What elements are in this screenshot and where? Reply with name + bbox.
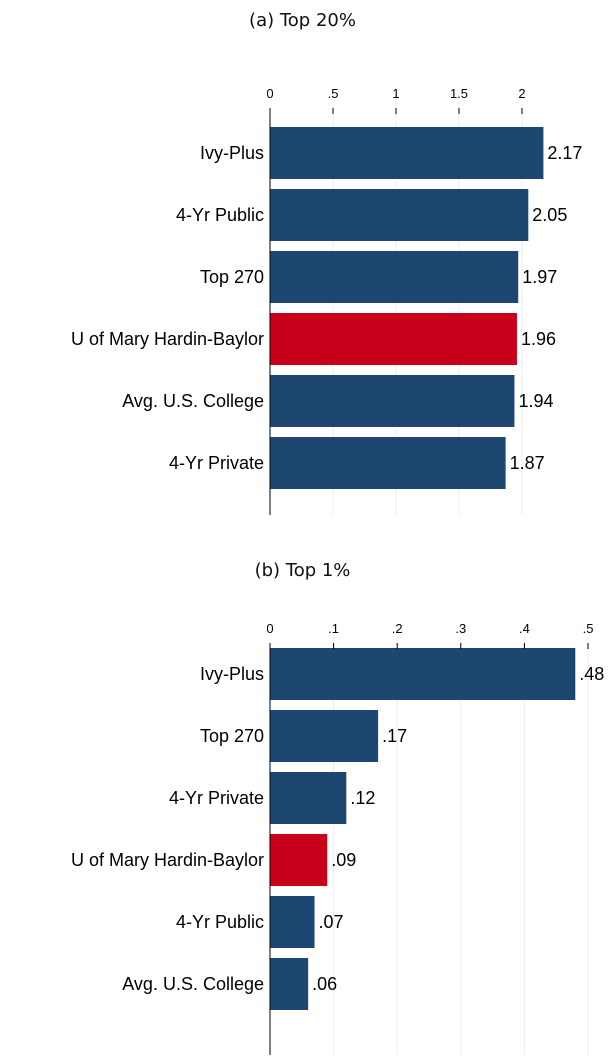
value-label: 1.96 [521, 329, 556, 349]
x-tick-label: 0 [266, 621, 273, 636]
bar-chart-top-20: 0 .5 1 1.5 2 Ivy-Plus 4-Yr Public Top 270 U of M… [71, 86, 583, 515]
bar-avg-u-s-college [270, 958, 309, 1010]
bar-4-yr-public [270, 896, 315, 948]
value-label: .17 [382, 726, 407, 746]
value-label: .07 [319, 912, 344, 932]
x-tick-label: 1.5 [450, 86, 468, 101]
x-tick-label: 1 [392, 86, 399, 101]
value-labels: .48 .17 .12 .09 .07 .06 [312, 664, 604, 994]
value-label: .09 [331, 850, 356, 870]
x-tick-label: 0 [266, 86, 273, 101]
value-label: 2.17 [547, 143, 582, 163]
value-labels: 2.17 2.05 1.97 1.96 1.94 1.87 [510, 143, 583, 473]
value-label: 2.05 [532, 205, 567, 225]
category-label: U of Mary Hardin-Baylor [71, 329, 264, 349]
bar-u-of-mary-hardin-baylor [270, 313, 517, 365]
bar-u-of-mary-hardin-baylor [270, 834, 328, 886]
value-label: 1.97 [522, 267, 557, 287]
value-label: 1.94 [518, 391, 553, 411]
value-label: .48 [579, 664, 604, 684]
bar-ivy-plus [270, 648, 576, 700]
x-tick-label: .5 [328, 86, 339, 101]
x-tick-label: .3 [455, 621, 466, 636]
bar-4-yr-private [270, 772, 347, 824]
bars [270, 127, 544, 489]
category-label: 4-Yr Public [176, 205, 264, 225]
x-axis-ticks: 0 .1 .2 .3 .4 .5 [266, 621, 593, 649]
category-labels: Ivy-Plus Top 270 4-Yr Private U of Mary Har… [71, 664, 264, 994]
value-label: .12 [350, 788, 375, 808]
bar-4-yr-private [270, 437, 506, 489]
bar-top-270 [270, 251, 519, 303]
category-labels: Ivy-Plus 4-Yr Public Top 270 U of Mary Hard… [71, 143, 264, 473]
chart-title-top-1: (b) Top 1% [254, 560, 351, 581]
category-label: 4-Yr Public [176, 912, 264, 932]
category-label: 4-Yr Private [169, 453, 264, 473]
category-label: 4-Yr Private [169, 788, 264, 808]
category-label: Ivy-Plus [200, 143, 264, 163]
gridlines [333, 637, 589, 1055]
category-label: Avg. U.S. College [122, 391, 264, 411]
category-label: U of Mary Hardin-Baylor [71, 850, 264, 870]
x-tick-label: 2 [518, 86, 525, 101]
bars [270, 648, 576, 1010]
category-label: Top 270 [200, 267, 264, 287]
x-tick-label: .5 [583, 621, 594, 636]
category-label: Ivy-Plus [200, 664, 264, 684]
bar-ivy-plus [270, 127, 544, 179]
value-label: 1.87 [510, 453, 545, 473]
bar-chart-top-1: 0 .1 .2 .3 .4 .5 Ivy-Plus Top 270 4-Yr Private U … [71, 621, 604, 1055]
category-label: Avg. U.S. College [122, 974, 264, 994]
bar-4-yr-public [270, 189, 529, 241]
value-label: .06 [312, 974, 337, 994]
x-tick-label: .4 [519, 621, 530, 636]
x-tick-label: .1 [328, 621, 339, 636]
bar-top-270 [270, 710, 379, 762]
x-axis-ticks: 0 .5 1 1.5 2 [266, 86, 526, 114]
bar-avg-u-s-college [270, 375, 515, 427]
chart-title-top-20: (a) Top 20% [249, 10, 356, 31]
x-tick-label: .2 [392, 621, 403, 636]
category-label: Top 270 [200, 726, 264, 746]
